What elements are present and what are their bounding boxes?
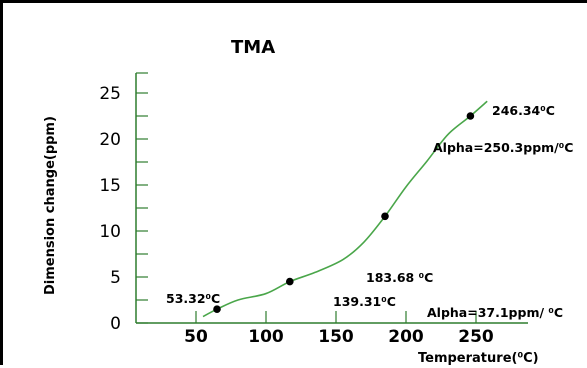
annotation-139c: 139.31⁰C [333, 294, 396, 309]
y-axis: 0 5 10 15 20 25 [99, 72, 148, 334]
data-point [213, 305, 221, 314]
dimension-change-line [202, 100, 488, 318]
y-tick-label: 10 [99, 222, 121, 242]
data-point [381, 212, 389, 221]
annotation-alpha-low: Alpha=37.1ppm/ ⁰C [427, 305, 563, 320]
annotation-alpha-high: Alpha=250.3ppm/⁰C [433, 140, 573, 155]
data-point [466, 112, 475, 120]
x-tick-label: 50 [184, 327, 208, 347]
x-tick-label: 150 [318, 327, 354, 347]
x-axis-title: Temperature(⁰C) [418, 351, 539, 366]
x-tick-label: 100 [248, 327, 284, 347]
x-tick-label: 200 [388, 327, 424, 347]
chart-title: TMA [231, 37, 275, 58]
y-tick-label: 15 [99, 176, 121, 196]
tma-chart: TMA 0 5 10 15 20 25 50 100 150 200 250 Dimension … [43, 37, 573, 366]
y-tick-label: 20 [99, 130, 121, 150]
y-axis-title: Dimension change(ppm) [43, 116, 58, 295]
data-point [286, 277, 294, 286]
x-axis: 50 100 150 200 250 [136, 311, 528, 347]
y-tick-label: 25 [99, 84, 121, 104]
annotation-53c: 53.32⁰C [166, 291, 220, 306]
y-tick-label: 0 [110, 314, 121, 334]
x-tick-label: 250 [458, 327, 494, 347]
annotation-246c: 246.34⁰C [492, 103, 555, 118]
data-points [213, 112, 475, 314]
y-tick-label: 5 [110, 268, 121, 288]
annotation-183c: 183.68 ⁰C [366, 270, 433, 285]
